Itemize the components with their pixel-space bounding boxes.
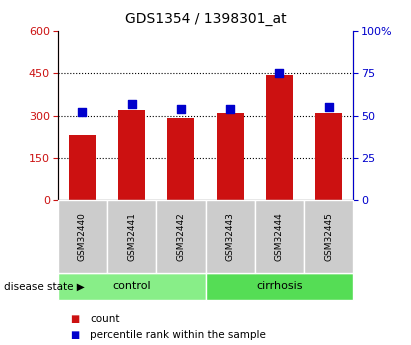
Text: percentile rank within the sample: percentile rank within the sample <box>90 330 266 339</box>
Bar <box>69 135 96 200</box>
Bar <box>58 273 206 300</box>
Text: GSM32445: GSM32445 <box>324 212 333 261</box>
Text: cirrhosis: cirrhosis <box>256 282 303 291</box>
Text: count: count <box>90 314 120 324</box>
Text: ■: ■ <box>70 314 79 324</box>
Bar <box>206 200 255 273</box>
Bar <box>217 113 244 200</box>
Point <box>276 71 283 76</box>
Point <box>326 104 332 110</box>
Text: GSM32443: GSM32443 <box>226 212 235 261</box>
Text: GSM32441: GSM32441 <box>127 212 136 261</box>
Text: ■: ■ <box>70 330 79 339</box>
Point <box>227 106 233 111</box>
Point <box>128 101 135 107</box>
Text: disease state ▶: disease state ▶ <box>4 282 85 291</box>
Bar <box>156 200 206 273</box>
Bar <box>58 200 107 273</box>
Text: GSM32444: GSM32444 <box>275 212 284 261</box>
Bar <box>107 200 156 273</box>
Bar <box>266 75 293 200</box>
Bar <box>206 273 353 300</box>
Point <box>79 109 85 115</box>
Point <box>178 106 184 111</box>
Text: GSM32442: GSM32442 <box>176 212 185 261</box>
Bar <box>255 200 304 273</box>
Bar <box>304 200 353 273</box>
Text: GDS1354 / 1398301_at: GDS1354 / 1398301_at <box>125 12 286 26</box>
Bar <box>315 113 342 200</box>
Text: control: control <box>112 282 151 291</box>
Bar <box>167 118 194 200</box>
Bar <box>118 110 145 200</box>
Text: GSM32440: GSM32440 <box>78 212 87 261</box>
